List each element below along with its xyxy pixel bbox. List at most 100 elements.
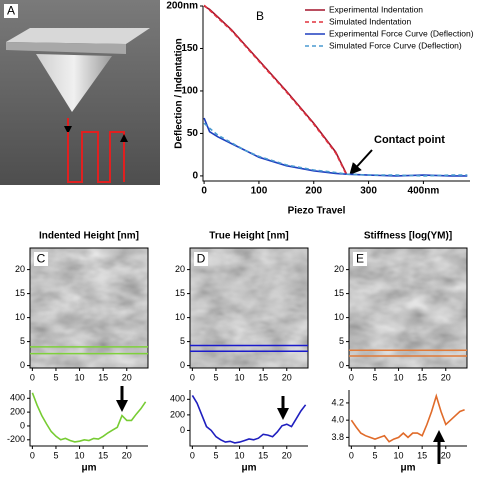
series-line bbox=[31, 392, 147, 443]
y-tick-label: 200nm bbox=[166, 1, 198, 12]
y-tick-label: -200 bbox=[7, 434, 25, 444]
y-tick-label: 15 bbox=[175, 288, 185, 298]
y-tick-label: 150 bbox=[181, 43, 198, 54]
y-tick-label: 0 bbox=[192, 171, 198, 182]
panel-title: Stiffness [log(YM)] bbox=[364, 231, 452, 242]
y-tick-label: 0 bbox=[180, 360, 185, 370]
image-frame bbox=[29, 247, 149, 369]
panel-label: C bbox=[37, 252, 46, 266]
panel-label-box bbox=[34, 252, 48, 266]
x-tick-label: 20 bbox=[441, 450, 451, 460]
image-texture bbox=[349, 248, 467, 368]
x-tick-label: 20 bbox=[282, 450, 292, 460]
y-tick-label: 0 bbox=[180, 425, 185, 435]
x-tick-label: 0 bbox=[30, 372, 35, 382]
x-axis-label: μm bbox=[400, 463, 415, 474]
x-tick-label: 15 bbox=[98, 450, 108, 460]
y-tick-label: 4.2 bbox=[331, 397, 344, 407]
panel-a-drawing bbox=[0, 0, 160, 185]
panel-label-box bbox=[353, 252, 367, 266]
y-tick-label: 20 bbox=[334, 264, 344, 274]
y-tick-label: 10 bbox=[175, 312, 185, 322]
legend-label: Experimental Indentation bbox=[329, 4, 423, 14]
x-tick-label: 0 bbox=[30, 450, 35, 460]
x-tick-label: 10 bbox=[235, 372, 245, 382]
panel-label: E bbox=[356, 252, 364, 266]
panel-label: D bbox=[197, 252, 206, 266]
y-tick-label: 4.0 bbox=[331, 415, 344, 425]
y-tick-label: 5 bbox=[20, 336, 25, 346]
x-axis-label: μm bbox=[81, 463, 96, 474]
x-tick-label: 0 bbox=[201, 186, 207, 197]
y-tick-label: 200 bbox=[10, 406, 25, 416]
series-line bbox=[350, 393, 465, 443]
y-tick-label: 15 bbox=[15, 288, 25, 298]
x-tick-label: 20 bbox=[122, 450, 132, 460]
panel-label: B bbox=[256, 9, 264, 23]
scan-path bbox=[67, 131, 125, 183]
y-axis-label: Deflection / Indentation bbox=[174, 38, 185, 149]
image-texture bbox=[30, 248, 148, 368]
x-tick-label: 20 bbox=[282, 372, 292, 382]
series-line bbox=[191, 394, 307, 444]
y-tick-label: 20 bbox=[15, 264, 25, 274]
series-line bbox=[203, 5, 348, 175]
x-tick-label: 10 bbox=[75, 372, 85, 382]
x-tick-label: 15 bbox=[98, 372, 108, 382]
y-tick-label: 100 bbox=[181, 86, 198, 97]
x-tick-label: 5 bbox=[213, 372, 218, 382]
panel-title: True Height [nm] bbox=[209, 231, 288, 242]
y-tick-label: 5 bbox=[339, 336, 344, 346]
cantilever-top bbox=[6, 28, 150, 44]
y-tick-label: 15 bbox=[334, 288, 344, 298]
tip bbox=[36, 54, 112, 112]
y-tick-label: 5 bbox=[180, 336, 185, 346]
x-tick-label: 10 bbox=[394, 450, 404, 460]
x-tick-label: 300 bbox=[360, 186, 377, 197]
panel-label: A bbox=[7, 4, 15, 18]
series-line bbox=[203, 4, 348, 176]
x-tick-label: 20 bbox=[122, 372, 132, 382]
panel-label-box bbox=[194, 252, 208, 266]
image-frame bbox=[189, 247, 309, 369]
image-frame bbox=[348, 247, 468, 369]
x-tick-label: 10 bbox=[235, 450, 245, 460]
y-tick-label: 10 bbox=[15, 312, 25, 322]
legend-label: Experimental Force Curve (Deflection) bbox=[329, 28, 474, 38]
x-tick-label: 5 bbox=[372, 372, 377, 382]
axis bbox=[348, 390, 467, 447]
y-tick-label: 10 bbox=[334, 312, 344, 322]
y-tick-label: 200 bbox=[170, 409, 185, 419]
x-tick-label: 0 bbox=[190, 372, 195, 382]
y-tick-label: 20 bbox=[175, 264, 185, 274]
x-tick-label: 5 bbox=[372, 450, 377, 460]
panel-label-box bbox=[4, 4, 18, 18]
annotation-arrow bbox=[349, 149, 373, 175]
y-tick-label: 50 bbox=[187, 128, 199, 139]
axis bbox=[189, 390, 308, 447]
annotation: Contact point bbox=[374, 134, 445, 146]
x-tick-label: 5 bbox=[53, 450, 58, 460]
y-tick-label: 400 bbox=[10, 393, 25, 403]
x-axis-label: Piezo Travel bbox=[288, 206, 346, 217]
x-tick-label: 10 bbox=[75, 450, 85, 460]
image-texture bbox=[190, 248, 308, 368]
x-tick-label: 15 bbox=[258, 372, 268, 382]
x-tick-label: 0 bbox=[190, 450, 195, 460]
panel-title: Indented Height [nm] bbox=[39, 231, 139, 242]
x-tick-label: 0 bbox=[349, 372, 354, 382]
x-tick-label: 15 bbox=[417, 450, 427, 460]
x-tick-label: 5 bbox=[53, 372, 58, 382]
x-tick-label: 20 bbox=[441, 372, 451, 382]
series-line bbox=[203, 117, 468, 177]
x-tick-label: 15 bbox=[417, 372, 427, 382]
x-tick-label: 0 bbox=[349, 450, 354, 460]
y-tick-label: 400 bbox=[170, 394, 185, 404]
axis bbox=[202, 6, 470, 182]
x-tick-label: 400nm bbox=[408, 186, 440, 197]
x-tick-label: 15 bbox=[258, 450, 268, 460]
legend-label: Simulated Indentation bbox=[329, 16, 411, 26]
x-tick-label: 100 bbox=[251, 186, 268, 197]
